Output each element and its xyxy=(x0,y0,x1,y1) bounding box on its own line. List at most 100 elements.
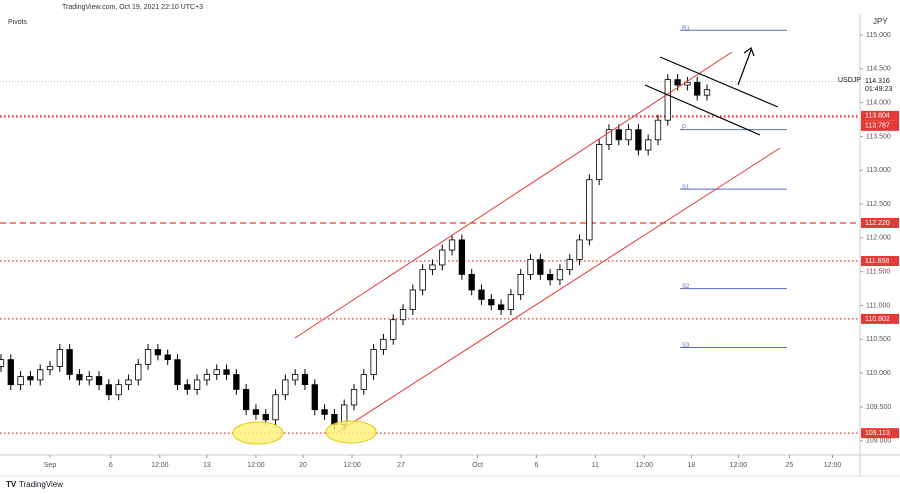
last-price: 114.316 xyxy=(865,78,890,85)
currency: JPY xyxy=(873,17,888,26)
candle-body xyxy=(105,384,112,396)
candle-body xyxy=(527,259,534,275)
y-tick-label: 109.500 xyxy=(866,404,891,411)
candle-body xyxy=(517,274,524,296)
candle-body xyxy=(86,376,93,381)
candle-body xyxy=(664,79,671,121)
channel-upper xyxy=(294,51,733,339)
x-tick-label: 25 xyxy=(785,462,793,469)
candle-body xyxy=(566,259,573,271)
x-tick-label: 18 xyxy=(687,462,695,469)
candle-body xyxy=(439,249,446,266)
candle-body xyxy=(272,394,279,421)
candle-body xyxy=(409,289,416,310)
header: TradingView.com, Oct 19, 2021 22:10 UTC+… xyxy=(62,4,203,11)
x-tick-label: 12:00 xyxy=(635,462,653,469)
candle-body xyxy=(135,363,142,381)
y-tick-label: 114.500 xyxy=(866,66,891,73)
candle-body xyxy=(311,384,318,411)
flag-upper xyxy=(659,56,779,108)
x-tick-label: Oct xyxy=(472,462,483,469)
flag-lower xyxy=(644,84,761,136)
x-tick-label: Sep xyxy=(44,462,57,469)
candle-body xyxy=(252,409,260,415)
channel-lower xyxy=(337,147,781,433)
pivot-label: S2 xyxy=(682,284,690,290)
candle-body xyxy=(654,119,662,141)
plot-area: 109.000 109.500 110.000 110.500 111.000 111.5… xyxy=(0,26,891,469)
candle-body xyxy=(605,129,613,145)
y-tick-label: 110.500 xyxy=(866,336,891,343)
y-tick-label: 112.500 xyxy=(866,201,891,208)
y-tick-label: 110.000 xyxy=(866,370,891,377)
pivot-label: P xyxy=(682,125,686,131)
candle-body xyxy=(125,379,132,386)
candle-body xyxy=(458,239,466,275)
y-tick-label: 115.000 xyxy=(866,32,891,39)
x-tick-label: 12:00 xyxy=(730,462,748,469)
candle-body xyxy=(419,269,426,291)
candle-body xyxy=(56,349,63,367)
candle-body xyxy=(360,374,367,390)
candle-body xyxy=(596,144,603,181)
candle-body xyxy=(635,129,642,151)
footer: TradingView xyxy=(19,480,63,489)
candle-body xyxy=(46,365,54,371)
candle-body xyxy=(292,374,299,381)
pivot-label: S3 xyxy=(682,343,690,349)
level-tag xyxy=(861,120,899,131)
candle-body xyxy=(370,349,377,375)
candle-body xyxy=(556,269,564,281)
x-tick-label: 6 xyxy=(534,462,538,469)
candle-body xyxy=(184,384,191,390)
candle-body xyxy=(576,239,583,260)
level-tag xyxy=(861,313,899,324)
candle-body xyxy=(0,359,5,367)
last-price-tag xyxy=(861,76,899,95)
candle-body xyxy=(684,81,691,86)
candle-body xyxy=(429,264,436,271)
y-tick-label: 113.500 xyxy=(866,133,891,140)
logo: TV xyxy=(6,480,17,489)
x-tick-label: 6 xyxy=(109,462,113,469)
candle-body xyxy=(66,349,73,375)
drawings xyxy=(232,47,781,445)
candle-body xyxy=(537,259,544,275)
candle-body xyxy=(37,369,44,381)
x-tick-label: 11 xyxy=(592,462,599,469)
y-tick-label: 113.000 xyxy=(866,167,891,174)
level-label: 113.804 xyxy=(865,113,890,120)
pivot-label: R1 xyxy=(682,26,690,32)
highlight xyxy=(325,420,377,444)
candle-body xyxy=(95,376,103,386)
candle-body xyxy=(380,338,387,350)
x-tick-label: 20 xyxy=(299,462,307,469)
candle-body xyxy=(615,129,622,141)
candle-body xyxy=(203,374,211,381)
candle-body xyxy=(399,309,407,321)
level-label: 110.802 xyxy=(865,316,890,323)
candle-body xyxy=(478,289,485,300)
x-tick-label: 12:00 xyxy=(151,462,169,469)
level-tag xyxy=(861,218,899,229)
x-tick-label: 13 xyxy=(203,462,211,469)
level-tag xyxy=(861,110,899,121)
candle-body xyxy=(301,374,309,386)
level-tag xyxy=(861,428,899,439)
level-label: 113.787 xyxy=(865,123,890,130)
x-tick-label: 12:00 xyxy=(824,462,842,469)
candle-body xyxy=(242,388,250,411)
overlay: 113.804 113.787 112.220 111.658 110.802 109.1… xyxy=(838,76,899,439)
level-tag xyxy=(861,256,899,267)
candle-body xyxy=(223,369,230,375)
x-tick-label: 12:00 xyxy=(343,462,361,469)
candle-body xyxy=(27,376,34,381)
symbol-label: USDJPY xyxy=(838,77,866,84)
indicator-label: Pivots xyxy=(8,19,28,26)
candle-body xyxy=(115,384,122,396)
candle-body xyxy=(507,294,515,310)
y-tick-label: 111.500 xyxy=(866,269,890,276)
y-tick-label: 112.000 xyxy=(866,235,891,242)
arrow xyxy=(737,47,755,86)
candle-body xyxy=(154,349,162,356)
